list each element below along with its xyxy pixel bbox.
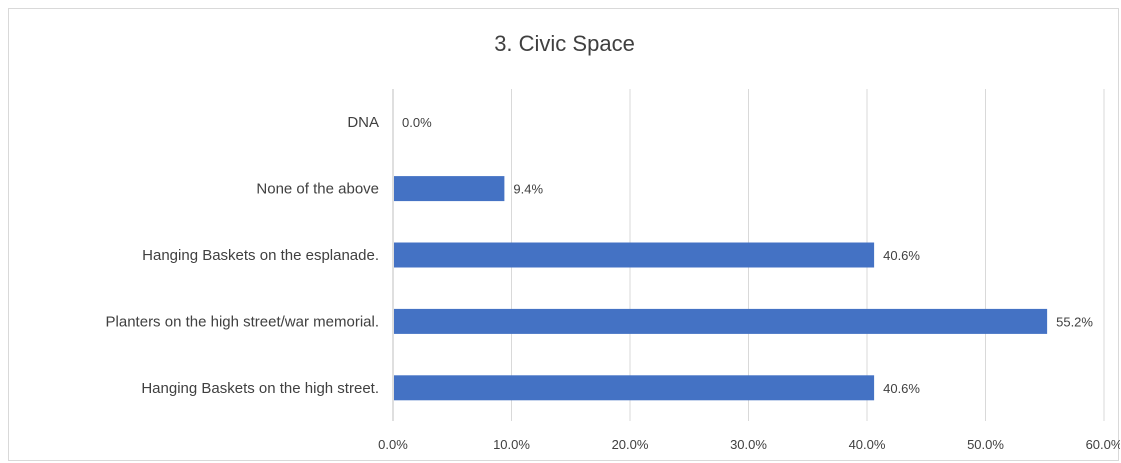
category-label: DNA xyxy=(347,114,379,131)
x-tick-label: 50.0% xyxy=(967,437,1004,452)
bar xyxy=(394,375,875,401)
x-tick-label: 30.0% xyxy=(730,437,767,452)
x-tick-label: 10.0% xyxy=(493,437,530,452)
x-tick-label: 0.0% xyxy=(378,437,408,452)
bar xyxy=(394,308,1048,334)
data-label: 55.2% xyxy=(1056,314,1093,329)
bar xyxy=(394,242,875,268)
category-label: Hanging Baskets on the esplanade. xyxy=(142,247,379,264)
chart-frame: 3. Civic Space 0.0% 10.0% 20.0% 30.0% 40.0% 5… xyxy=(8,8,1120,461)
chart-title: 3. Civic Space xyxy=(494,31,635,56)
data-label: 40.6% xyxy=(883,381,920,396)
category-label: Hanging Baskets on the high street. xyxy=(141,380,379,397)
category-label: None of the above xyxy=(256,181,379,198)
x-tick-label: 20.0% xyxy=(612,437,649,452)
data-label: 9.4% xyxy=(513,182,543,197)
bar xyxy=(394,176,505,202)
x-tick-label: 60.0% xyxy=(1086,437,1120,452)
category-label: Planters on the high street/war memorial… xyxy=(106,313,379,330)
data-label: 40.6% xyxy=(883,248,920,263)
plot-area: 0.0% 10.0% 20.0% 30.0% 40.0% 50.0% 60.0% DNA 0.0… xyxy=(106,89,1120,452)
x-tick-label: 40.0% xyxy=(849,437,886,452)
data-label: 0.0% xyxy=(402,115,432,130)
